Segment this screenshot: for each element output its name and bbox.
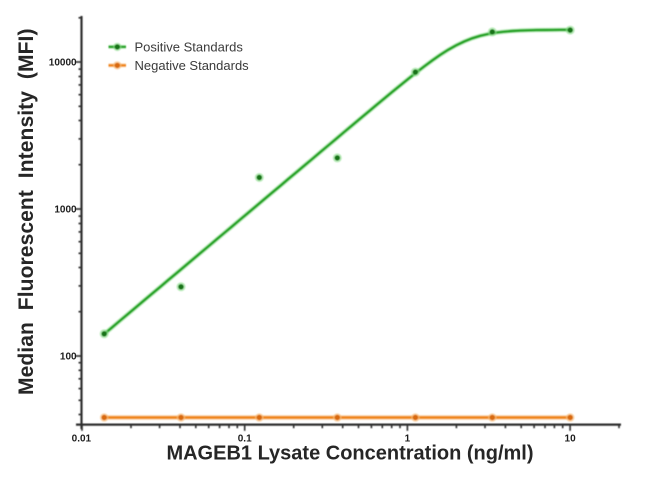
svg-text:Positive Standards: Positive Standards (135, 40, 244, 55)
svg-text:1: 1 (405, 433, 411, 444)
svg-text:10: 10 (565, 433, 577, 444)
svg-text:0.01: 0.01 (72, 433, 92, 444)
svg-text:10000: 10000 (49, 58, 77, 69)
svg-text:MAGEB1 Lysate Concentration (n: MAGEB1 Lysate Concentration (ng/ml) (166, 443, 533, 465)
svg-text:Negative Standards: Negative Standards (135, 58, 250, 73)
svg-text:1000: 1000 (54, 205, 77, 216)
svg-text:100: 100 (60, 352, 77, 363)
svg-text:0.1: 0.1 (238, 433, 252, 444)
svg-text:Median Fluorescent Intensity: Median Fluorescent Intensity (MFI) (15, 28, 38, 395)
